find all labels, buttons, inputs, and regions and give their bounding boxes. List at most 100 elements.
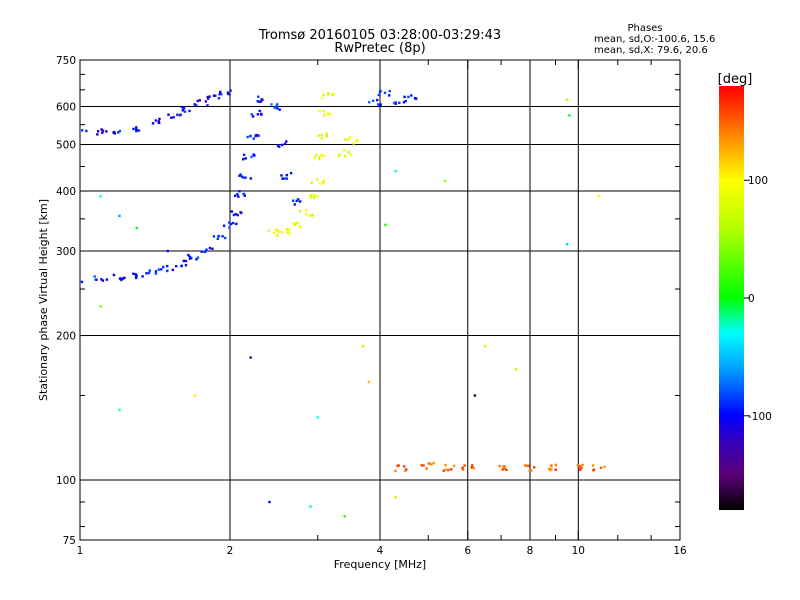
data-point (188, 255, 191, 258)
data-point (193, 103, 196, 106)
data-point (112, 273, 116, 277)
data-point (331, 93, 334, 96)
data-point (471, 464, 474, 467)
data-point (275, 104, 278, 108)
data-point (134, 274, 138, 277)
data-point (167, 113, 170, 116)
data-point (280, 174, 283, 177)
data-point (235, 222, 238, 226)
data-point (233, 194, 237, 197)
data-point (172, 116, 175, 119)
data-point (260, 113, 263, 116)
data-point (427, 462, 431, 465)
data-point (236, 213, 239, 217)
data-point (377, 93, 380, 97)
data-point (236, 193, 239, 196)
data-point (309, 196, 312, 200)
data-point (291, 199, 295, 202)
data-point (322, 179, 326, 183)
data-point (318, 109, 321, 113)
data-point (375, 98, 379, 102)
data-point (398, 101, 401, 105)
data-point (322, 154, 325, 158)
data-point (402, 465, 406, 468)
data-point (281, 177, 284, 180)
data-point (394, 102, 397, 105)
data-point (219, 90, 222, 94)
data-point (355, 138, 358, 142)
data-point (160, 268, 163, 271)
y-tick-label: 750 (56, 55, 76, 67)
y-tick-label: 75 (63, 535, 76, 547)
data-point (118, 214, 121, 218)
legend-line-o: mean, sd,O:-100.6, 15.6 (594, 34, 715, 45)
data-point (228, 221, 231, 224)
data-point (239, 211, 242, 214)
data-point (238, 174, 241, 177)
data-point (166, 269, 169, 272)
data-point (232, 221, 235, 225)
data-point (403, 95, 406, 99)
data-point (85, 129, 88, 133)
data-point (597, 195, 601, 198)
data-point (578, 465, 581, 468)
data-point (295, 222, 298, 225)
data-point (218, 92, 221, 96)
data-point (405, 468, 408, 471)
data-point (288, 232, 291, 235)
data-point (267, 229, 270, 233)
data-point (352, 142, 355, 145)
data-point (187, 253, 190, 257)
data-point (195, 104, 198, 107)
data-point (203, 250, 206, 254)
y-tick-label: 500 (56, 140, 76, 152)
data-point (325, 135, 329, 138)
data-point (206, 95, 209, 99)
data-point (394, 101, 397, 104)
data-point (151, 122, 155, 125)
colorbar-ticks: 100 0 -100 (744, 175, 772, 423)
data-point (285, 228, 289, 231)
data-point (273, 106, 276, 110)
data-point (95, 278, 98, 281)
data-point (317, 134, 320, 137)
data-point (278, 108, 281, 111)
data-point (565, 98, 569, 101)
data-point (295, 199, 298, 202)
data-point (527, 464, 530, 468)
data-point (410, 94, 413, 97)
data-point (270, 103, 273, 106)
data-point (113, 131, 116, 134)
data-point (501, 465, 505, 468)
x-tick-label: 4 (377, 545, 384, 557)
data-point (309, 194, 313, 197)
y-tick-label: 400 (56, 186, 76, 198)
data-point (132, 272, 135, 275)
data-point (367, 380, 371, 384)
data-point (579, 468, 582, 471)
data-point (321, 182, 325, 185)
data-point (176, 113, 179, 117)
data-point (258, 109, 261, 113)
data-point (285, 173, 288, 177)
data-point (253, 154, 256, 157)
data-point (229, 89, 232, 92)
data-point (320, 133, 323, 137)
data-point (396, 464, 399, 468)
data-point (314, 153, 318, 157)
x-axis-ticks: 1 2 4 6 8 10 16 (77, 60, 687, 557)
data-point (308, 214, 312, 217)
data-point (135, 128, 138, 132)
chart-title: Tromsø 20160105 03:28:00-03:29:43 (258, 28, 501, 43)
data-point (313, 156, 317, 160)
data-point (170, 116, 173, 119)
data-point (320, 137, 323, 140)
data-point (452, 464, 456, 468)
data-point (157, 120, 160, 123)
data-point (242, 158, 245, 161)
data-point (135, 126, 138, 129)
data-point (276, 107, 279, 110)
data-point (154, 119, 158, 122)
data-point (217, 97, 221, 100)
data-point (188, 257, 192, 260)
